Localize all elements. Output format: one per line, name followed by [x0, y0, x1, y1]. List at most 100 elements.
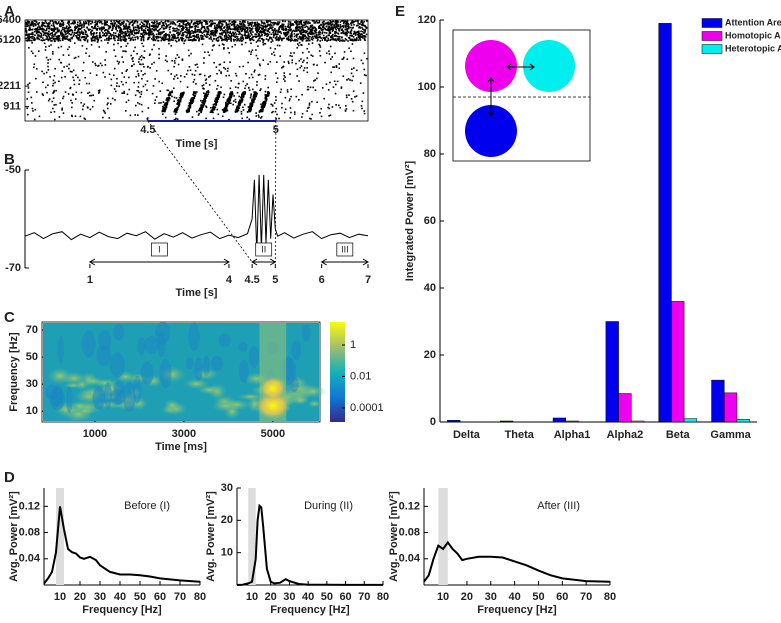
- spike: [295, 28, 297, 30]
- spike: [144, 72, 146, 75]
- spike: [173, 78, 175, 80]
- raster: [25, 20, 368, 121]
- spike: [317, 36, 320, 38]
- x-tick-label: 20: [461, 591, 473, 603]
- spike: [254, 27, 257, 30]
- spike: [164, 116, 167, 119]
- spike: [203, 103, 205, 106]
- spike: [255, 33, 258, 36]
- spike: [350, 34, 353, 37]
- spike: [303, 31, 305, 33]
- spike: [340, 87, 343, 89]
- spike: [71, 36, 74, 39]
- spike: [283, 74, 286, 77]
- spike: [144, 83, 147, 86]
- spike: [32, 52, 34, 55]
- y-tick-label: 20: [424, 349, 436, 361]
- y-tick-label: 120: [418, 14, 436, 26]
- spike: [308, 35, 310, 38]
- spike: [314, 32, 317, 34]
- spike: [299, 38, 301, 40]
- spike: [309, 33, 312, 35]
- spike: [230, 24, 233, 26]
- spike: [217, 36, 220, 39]
- spike: [52, 22, 55, 24]
- spike: [270, 37, 273, 39]
- spike: [103, 24, 106, 26]
- spike: [94, 25, 97, 27]
- spike: [45, 38, 48, 40]
- spike: [97, 92, 100, 94]
- spike: [337, 21, 339, 24]
- spike: [40, 33, 43, 35]
- spike: [82, 21, 85, 23]
- spike: [99, 35, 101, 38]
- spike: [192, 32, 194, 34]
- spike: [100, 30, 103, 32]
- spike: [314, 30, 316, 33]
- spike: [71, 31, 74, 34]
- spike: [182, 26, 185, 28]
- annotation: During (II): [304, 500, 353, 512]
- spike: [148, 26, 150, 29]
- spike: [80, 101, 83, 104]
- spike: [276, 44, 279, 47]
- spike: [289, 26, 292, 28]
- spike: [350, 29, 353, 31]
- spike: [74, 98, 77, 100]
- spike: [135, 29, 138, 31]
- spike: [41, 70, 43, 73]
- legend-label: Attention Area: [725, 17, 781, 27]
- spike: [311, 24, 314, 27]
- spike: [158, 29, 161, 31]
- spike: [255, 41, 258, 43]
- spike: [200, 110, 203, 113]
- spike: [26, 23, 28, 25]
- spike: [89, 94, 91, 97]
- spike: [164, 59, 167, 62]
- spike: [327, 89, 330, 91]
- spike: [169, 39, 171, 42]
- spike: [214, 103, 216, 105]
- spike: [251, 102, 254, 105]
- spike: [153, 44, 155, 46]
- spike: [275, 36, 278, 39]
- spike: [83, 117, 86, 120]
- spike: [209, 33, 212, 35]
- spike: [87, 20, 89, 22]
- spike: [229, 96, 232, 98]
- y-tick-label: 10: [26, 405, 38, 417]
- spike: [125, 40, 127, 42]
- spike: [154, 24, 156, 27]
- spike: [259, 26, 262, 29]
- spike: [137, 36, 139, 39]
- spike: [165, 38, 167, 41]
- spike: [131, 58, 133, 60]
- spike: [266, 32, 269, 35]
- spike: [275, 81, 278, 83]
- spike: [222, 44, 225, 46]
- spike: [76, 25, 79, 27]
- spike: [269, 60, 272, 63]
- spike: [112, 37, 115, 39]
- spike: [342, 75, 345, 78]
- spike: [201, 105, 204, 107]
- spike: [322, 34, 325, 37]
- spike: [189, 99, 192, 101]
- spike: [221, 115, 224, 118]
- spike: [158, 22, 160, 24]
- spike: [182, 28, 184, 31]
- spike: [300, 31, 303, 33]
- spike: [252, 96, 255, 98]
- spike: [218, 93, 221, 96]
- spike: [343, 40, 346, 42]
- spike: [290, 88, 292, 91]
- spike: [96, 37, 98, 40]
- spike: [179, 94, 182, 97]
- spike: [303, 59, 305, 62]
- spike: [53, 74, 56, 77]
- spectral-dip: [66, 386, 73, 414]
- spike: [335, 24, 338, 27]
- plot-frame: [41, 321, 321, 423]
- spike: [173, 75, 176, 78]
